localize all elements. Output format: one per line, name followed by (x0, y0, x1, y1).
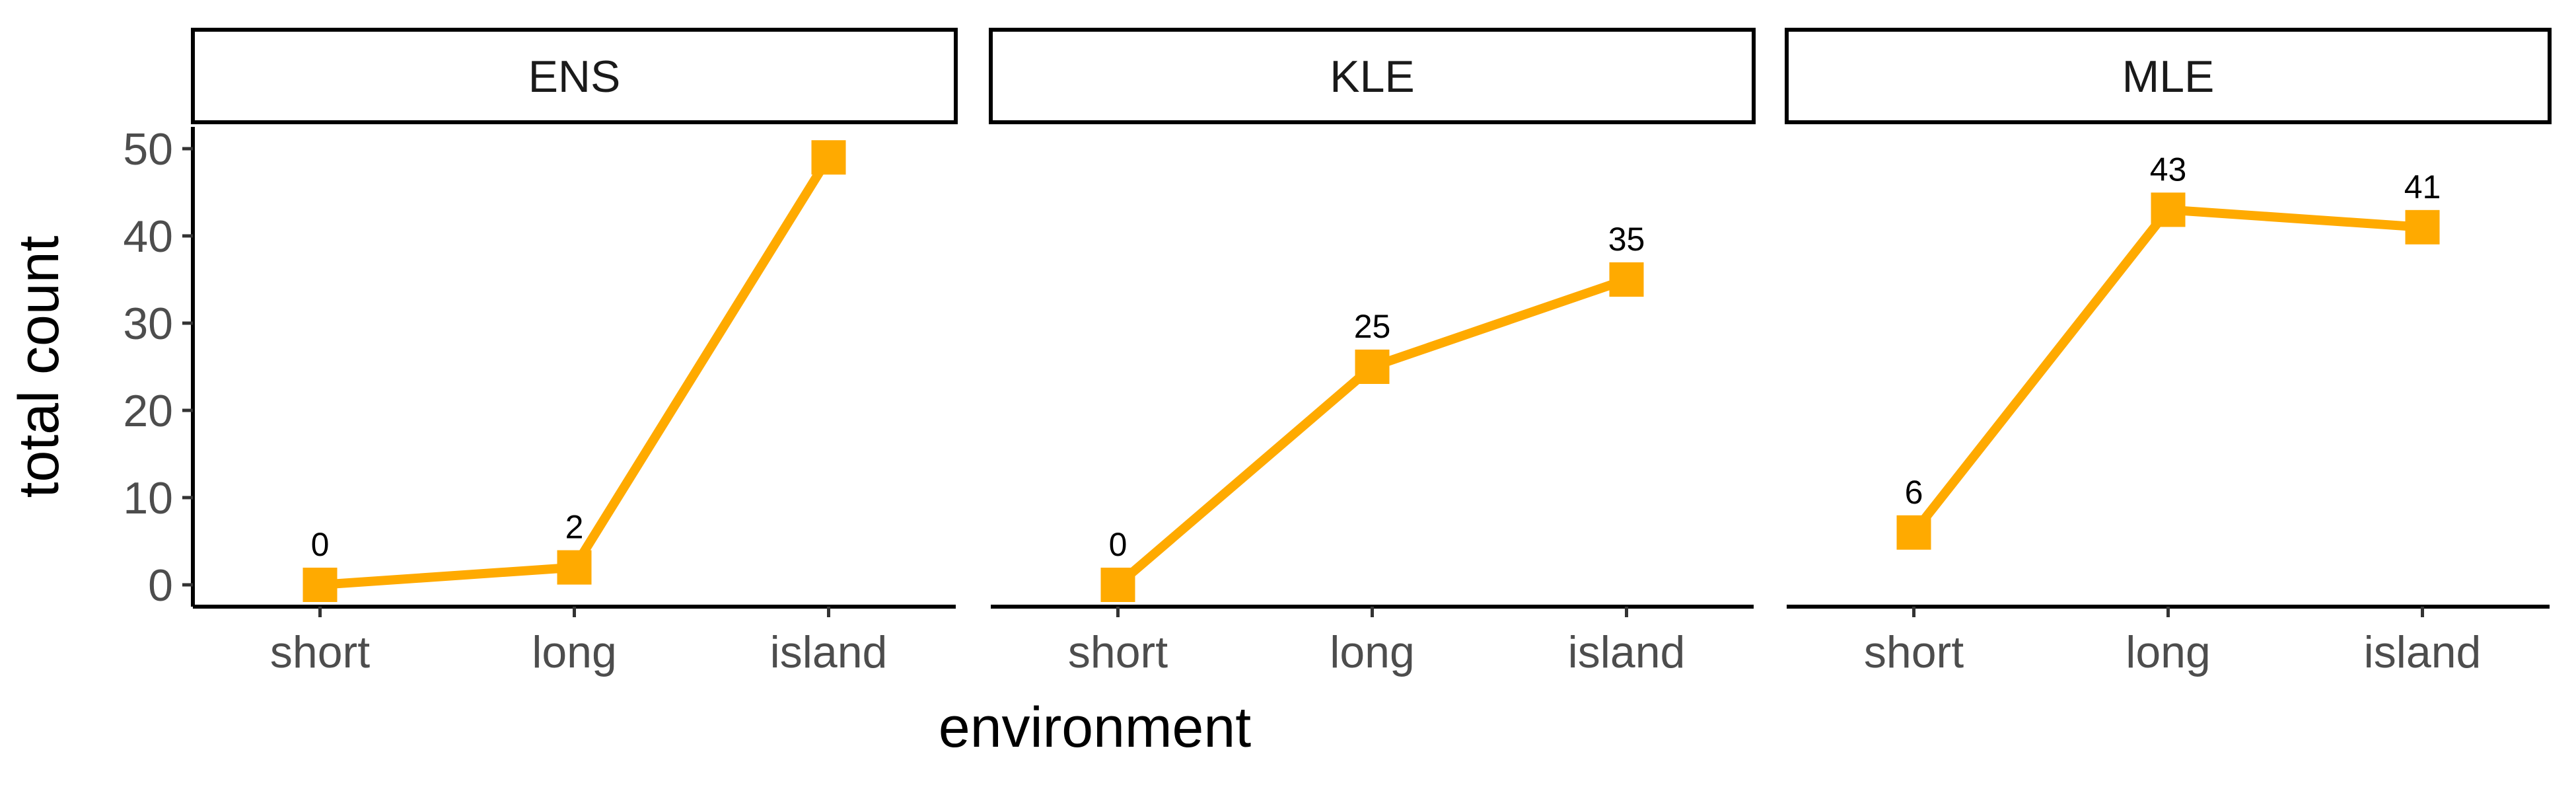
facet-strip (191, 28, 958, 124)
x-tick-label: island (1568, 627, 1686, 677)
facet-panels: ENS short long island 0 2 KLE short long island 0 2… (191, 28, 2552, 677)
series-line (1910, 205, 2423, 536)
facet-panel-kle: KLE short long island 0 25 35 (989, 28, 1756, 677)
y-tick-label: 30 (123, 299, 173, 349)
data-point-marker (811, 140, 846, 175)
x-tick-label: short (270, 627, 370, 677)
data-value-label: 41 (2404, 169, 2441, 206)
y-tick-label: 0 (148, 560, 173, 611)
x-tick-label: long (2126, 627, 2211, 677)
data-value-label: 0 (1109, 526, 1127, 563)
data-point-marker (2151, 192, 2186, 227)
x-tick-label: short (1864, 627, 1964, 677)
data-point-marker (557, 550, 592, 585)
x-tick-label: island (770, 627, 888, 677)
facet-panel-ens: ENS short long island 0 2 (191, 28, 958, 677)
data-point-marker (1896, 515, 1931, 550)
x-tick-label: island (2364, 627, 2482, 677)
data-point-marker (303, 568, 338, 602)
x-tick-label: short (1068, 627, 1168, 677)
data-value-label: 2 (565, 509, 584, 546)
data-value-label: 35 (1608, 221, 1645, 258)
y-axis-title: total count (7, 235, 71, 498)
facet-strip-label: KLE (1330, 52, 1415, 102)
y-tick-label: 50 (123, 124, 173, 174)
data-point-marker (1100, 568, 1135, 602)
data-value-label: 43 (2150, 151, 2187, 188)
data-point-marker (1355, 350, 1390, 384)
facet-strip-label: MLE (2122, 52, 2215, 102)
data-value-label: 25 (1354, 308, 1391, 345)
data-value-label: 0 (311, 526, 330, 563)
y-axis: 0 10 20 30 40 50 (123, 124, 195, 611)
data-value-label: 6 (1905, 474, 1923, 511)
data-point-marker (2405, 209, 2440, 245)
y-tick-label: 40 (123, 211, 173, 262)
facet-strip (989, 28, 1756, 124)
x-tick-label: long (532, 627, 617, 677)
x-tick-label: long (1330, 627, 1415, 677)
data-point-marker (1609, 262, 1644, 297)
facet-panel-mle: MLE short long island 6 43 41 (1785, 28, 2552, 677)
y-tick-label: 20 (123, 386, 173, 436)
x-axis-title: environment (939, 696, 1251, 759)
y-tick-label: 10 (123, 473, 173, 523)
facet-strip-label: ENS (528, 52, 621, 102)
facet-strip (1785, 28, 2552, 124)
